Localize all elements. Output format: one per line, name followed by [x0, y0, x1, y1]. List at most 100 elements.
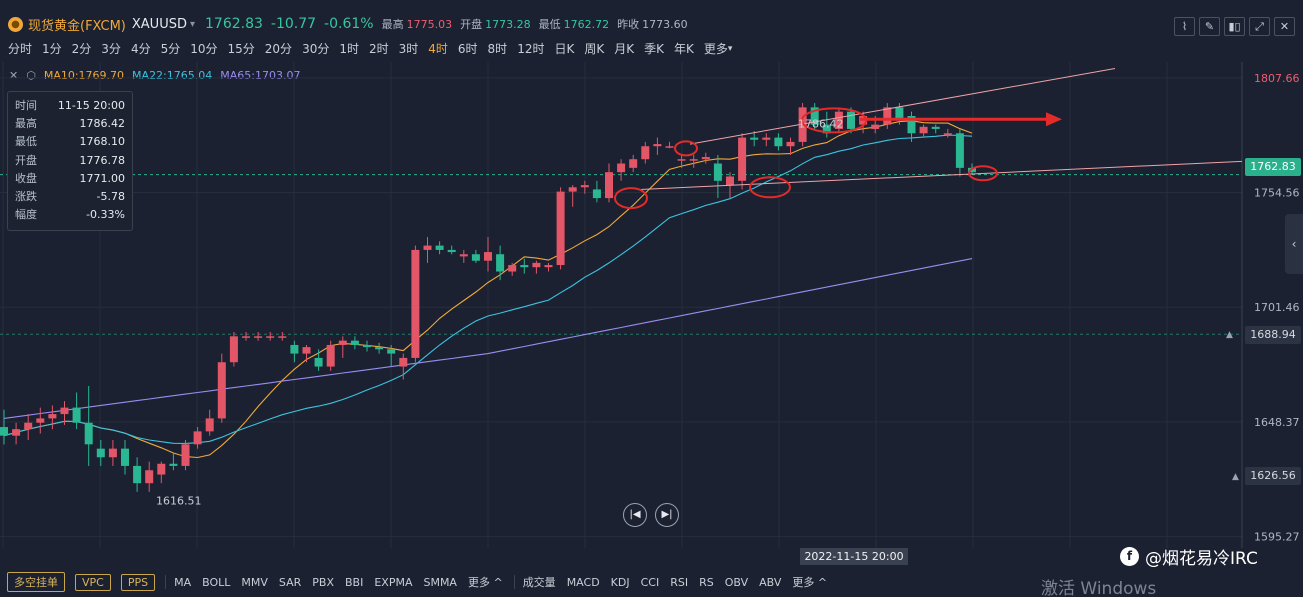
period-tab[interactable]: 2时 — [368, 42, 389, 56]
ma22-label: MA22:1765.04 — [132, 69, 213, 82]
main-indicator-item[interactable]: PBX — [312, 575, 334, 589]
side-panel-toggle[interactable]: ‹ — [1285, 214, 1303, 274]
divider — [513, 575, 515, 589]
candle-body — [229, 336, 238, 363]
period-tab[interactable]: 20分 — [264, 42, 293, 56]
watermark: f @烟花易冷IRC — [1120, 544, 1258, 569]
arrow-head-icon — [1046, 112, 1062, 127]
sub-indicator-item[interactable]: ABV — [759, 575, 782, 589]
candlestick-chart[interactable]: 1807.661754.561701.461648.371595.2711-02… — [0, 62, 1303, 548]
candle-body — [290, 344, 299, 354]
candle-body — [447, 249, 456, 253]
main-indicator-item[interactable]: 更多 ^ — [467, 576, 503, 589]
candle-body — [423, 245, 432, 250]
period-tab[interactable]: 季K — [644, 42, 664, 56]
candle-body — [133, 465, 142, 484]
sub-indicator-item[interactable]: 更多 ^ — [792, 576, 828, 589]
alert-bell-icon[interactable]: ▲ — [1226, 330, 1233, 340]
candle-body — [48, 414, 57, 419]
sub-indicator-item[interactable]: KDJ — [610, 575, 630, 589]
info-row-amplitude: 幅度 -0.33% — [15, 208, 125, 222]
main-indicator-item[interactable]: EXPMA — [374, 575, 413, 589]
candle-body — [895, 107, 904, 121]
candle-body — [169, 463, 178, 466]
overlay-button[interactable]: VPC — [75, 573, 111, 591]
gold-coin-icon: ● — [8, 16, 23, 32]
sub-indicator-item[interactable]: OBV — [724, 575, 749, 589]
indicator-icon[interactable]: ▮▯ — [1224, 17, 1245, 36]
candle-body — [810, 107, 819, 125]
sub-indicator-item[interactable]: RSI — [670, 575, 689, 589]
sub-indicator-item[interactable]: MACD — [566, 575, 600, 589]
draw-icon[interactable]: ✎ — [1199, 17, 1220, 36]
alert-price-tag[interactable]: 1626.56 — [1245, 467, 1301, 485]
overlay-button[interactable]: PPS — [120, 573, 156, 591]
period-tab[interactable]: 分时 — [8, 42, 33, 56]
ma10-label: MA10:1769.70 — [43, 69, 125, 82]
low-value: 1762.72 — [563, 17, 610, 31]
toolbar: ⌇ ✎ ▮▯ ⤢ ✕ — [1174, 17, 1295, 36]
period-tab[interactable]: 月K — [614, 42, 635, 56]
main-indicator-item[interactable]: MMV — [241, 575, 268, 589]
period-tab[interactable]: 8时 — [487, 42, 508, 56]
overlay-button[interactable]: 多空挂单 — [7, 572, 65, 592]
candle-body — [847, 111, 855, 129]
fullscreen-icon[interactable]: ⤢ — [1249, 17, 1270, 36]
annotation-circle — [674, 140, 698, 157]
chevron-down-icon[interactable]: ▾ — [189, 18, 195, 30]
candle-body — [84, 422, 93, 445]
candle-body — [435, 245, 444, 250]
main-indicator-item[interactable]: BBI — [344, 575, 364, 589]
candle-body — [278, 336, 287, 338]
ma65-line — [3, 258, 973, 419]
main-indicator-item[interactable]: BOLL — [202, 575, 231, 589]
skip-forward-icon[interactable]: ▶| — [655, 503, 679, 527]
period-tab[interactable]: 周K — [584, 42, 605, 56]
skip-back-icon[interactable]: |◀ — [623, 503, 647, 527]
instrument-title: 现货黄金(FXCM) — [28, 18, 126, 34]
candle-body — [955, 133, 964, 168]
main-indicator-item[interactable]: SMMA — [423, 575, 457, 589]
period-tab[interactable]: 15分 — [227, 42, 255, 56]
chart-canvas[interactable]: 1807.661754.561701.461648.371595.2711-02… — [0, 62, 1303, 548]
period-tab[interactable]: 5分 — [160, 42, 181, 56]
candle-body — [822, 124, 831, 134]
main-indicator-item[interactable]: MA — [174, 575, 192, 589]
alert-price-tag[interactable]: 1688.94 — [1245, 326, 1301, 344]
period-tab[interactable]: 6时 — [457, 42, 478, 56]
period-tab[interactable]: 10分 — [190, 42, 218, 56]
main-indicator-item[interactable]: SAR — [278, 575, 302, 589]
candle-body — [496, 254, 505, 272]
candle-body — [12, 429, 21, 436]
candle-body — [568, 187, 577, 192]
open-label: 开盘 — [460, 18, 483, 31]
period-tab[interactable]: 4时 — [428, 42, 448, 56]
close-icon[interactable]: ✕ — [9, 69, 19, 82]
period-tab[interactable]: 12时 — [517, 42, 545, 56]
settings-icon[interactable]: ⬡ — [26, 69, 36, 82]
period-tab[interactable]: 2分 — [71, 42, 92, 56]
period-tab[interactable]: 年K — [673, 42, 694, 56]
sub-indicator-item[interactable]: 成交量 — [522, 576, 556, 589]
chart-type-icon[interactable]: ⌇ — [1174, 17, 1195, 36]
title-bar: ● 现货黄金(FXCM) XAUUSD ▾ 1762.83 -10.77 -0.… — [8, 14, 696, 34]
period-tab[interactable]: 日K — [554, 42, 575, 56]
sub-indicator-item[interactable]: RS — [699, 575, 714, 589]
social-logo-icon: f — [1120, 547, 1139, 566]
period-tab[interactable]: 1分 — [42, 42, 62, 56]
period-tab[interactable]: 3分 — [101, 42, 121, 56]
candle-body — [72, 407, 81, 423]
candle-body — [399, 357, 408, 367]
close-icon[interactable]: ✕ — [1274, 17, 1295, 36]
period-tab[interactable]: 30分 — [302, 42, 330, 56]
period-tab[interactable]: 1时 — [339, 42, 359, 56]
period-tab[interactable]: 更多 — [703, 42, 728, 56]
period-tab[interactable]: 4分 — [130, 42, 151, 56]
alert-bell-icon[interactable]: ▲ — [1232, 472, 1239, 482]
candle-body — [738, 137, 747, 181]
sub-indicator-item[interactable]: CCI — [640, 575, 660, 589]
candle-body — [471, 254, 480, 261]
chevron-down-icon[interactable]: ▾ — [727, 43, 733, 54]
period-tab[interactable]: 3时 — [398, 42, 419, 56]
symbol-selector[interactable]: XAUUSD — [131, 16, 187, 32]
